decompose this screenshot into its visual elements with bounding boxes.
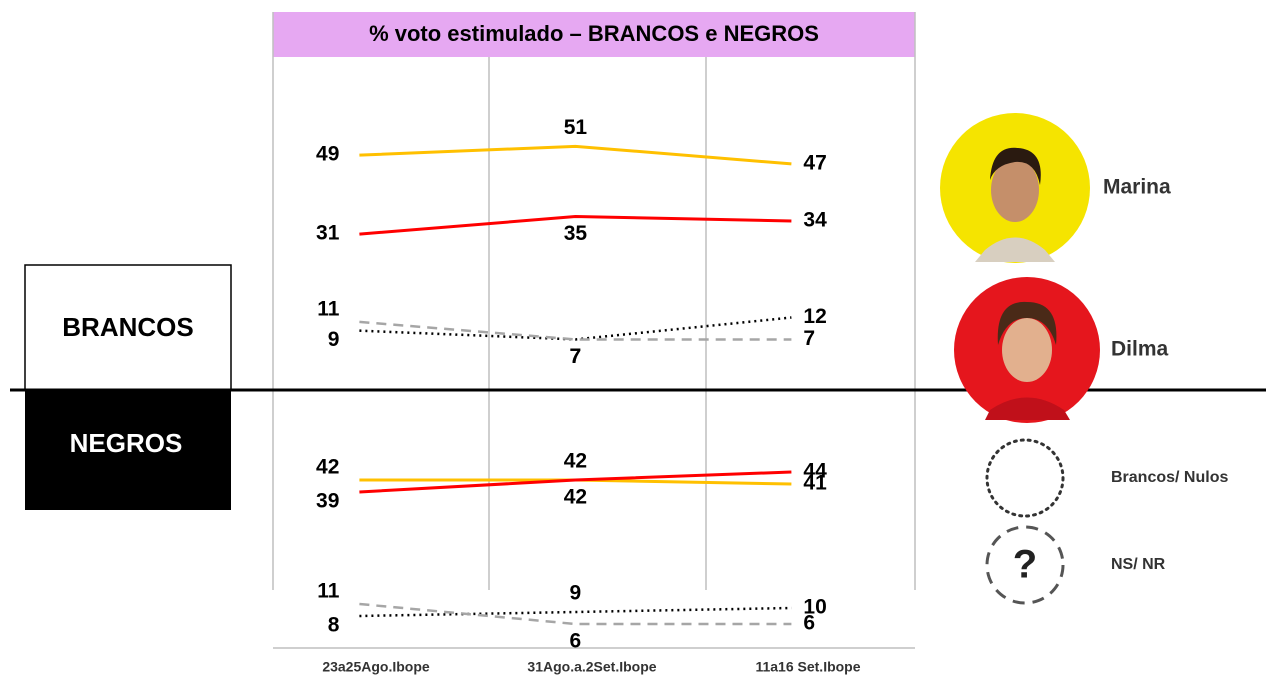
panel-label: BRANCOS	[62, 312, 193, 342]
legend-question-icon: ?	[1013, 543, 1037, 587]
legend-dotted-icon	[987, 440, 1063, 516]
data-label: 11	[317, 580, 340, 603]
series-line	[359, 608, 791, 616]
data-label: 35	[564, 222, 588, 245]
data-label: 7	[570, 345, 582, 368]
data-label: 49	[316, 143, 339, 166]
data-label: 42	[316, 456, 339, 479]
data-label: 42	[564, 486, 587, 509]
series-line	[359, 318, 791, 340]
marina-portrait	[940, 113, 1090, 263]
data-label: 12	[803, 305, 826, 328]
data-label: 34	[803, 208, 827, 231]
legend-label: NS/ NR	[1111, 556, 1166, 573]
data-label: 6	[570, 630, 582, 653]
data-label: 11	[317, 297, 340, 320]
legend-label: Dilma	[1111, 338, 1169, 361]
data-label: 44	[803, 460, 827, 483]
column-lines	[273, 12, 915, 648]
chart: % voto estimulado – BRANCOS e NEGROS BRA…	[0, 0, 1266, 681]
data-label: 9	[570, 582, 582, 605]
data-label: 31	[316, 222, 340, 245]
panel-label: NEGROS	[70, 428, 183, 458]
x-tick-label: 23a25Ago.Ibope	[322, 659, 430, 675]
data-label: 39	[316, 490, 339, 513]
data-label: 7	[803, 327, 815, 350]
data-label: 8	[328, 614, 340, 637]
legend-label: Marina	[1103, 176, 1171, 199]
data-label: 51	[564, 116, 588, 139]
data-label: 9	[328, 328, 340, 351]
series-line	[359, 604, 791, 624]
chart-title: % voto estimulado – BRANCOS e NEGROS	[369, 21, 819, 46]
series-line	[359, 146, 791, 164]
data-label: 42	[564, 450, 587, 473]
x-tick-label: 31Ago.a.2Set.Ibope	[527, 659, 656, 675]
legend-label: Brancos/ Nulos	[1111, 469, 1228, 486]
x-tick-label: 11a16 Set.Ibope	[755, 659, 860, 675]
data-label: 6	[803, 612, 815, 635]
series-line	[359, 322, 791, 340]
dilma-portrait	[954, 277, 1100, 423]
data-label: 47	[803, 151, 826, 174]
